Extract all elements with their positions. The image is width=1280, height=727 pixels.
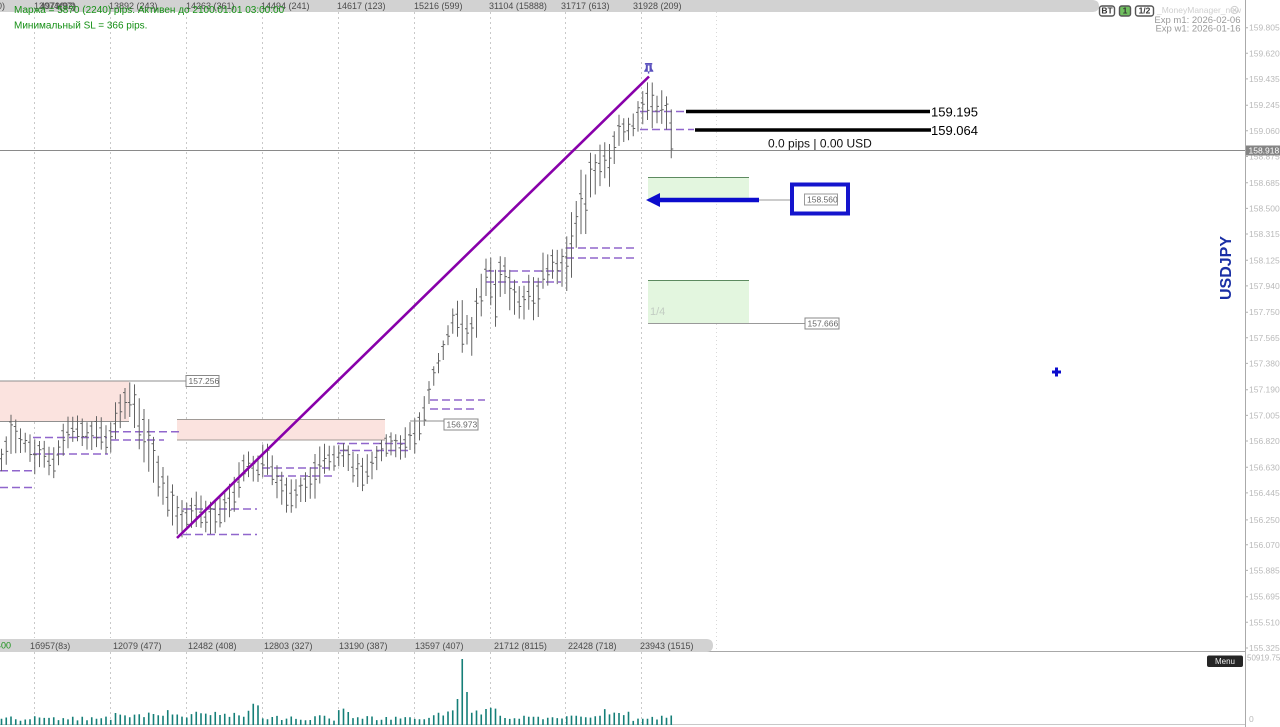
svg-text:157.256: 157.256 — [189, 376, 220, 386]
svg-text:156.250: 156.250 — [1249, 515, 1280, 525]
svg-text:Exp m1: 2026-02-06: Exp m1: 2026-02-06 — [1154, 15, 1240, 26]
svg-text:Exp w1: 2026-01-16: Exp w1: 2026-01-16 — [1155, 24, 1240, 35]
svg-text:12482 (408): 12482 (408) — [188, 641, 237, 651]
svg-text:1/4: 1/4 — [650, 306, 665, 318]
svg-text:156.070: 156.070 — [1249, 540, 1280, 550]
svg-text:157.666: 157.666 — [808, 319, 839, 329]
svg-text:156.630: 156.630 — [1249, 462, 1280, 472]
svg-text:0: 0 — [1249, 714, 1254, 724]
svg-text:31104 (15888): 31104 (15888) — [489, 1, 547, 11]
svg-text:159.245: 159.245 — [1249, 100, 1280, 110]
svg-text:22428 (718): 22428 (718) — [568, 641, 617, 651]
svg-text:157.565: 157.565 — [1249, 333, 1280, 343]
svg-text:157.190: 157.190 — [1249, 385, 1280, 395]
svg-text:158.560: 158.560 — [807, 195, 838, 205]
svg-text:12079 (477): 12079 (477) — [113, 641, 162, 651]
svg-text:14617 (123): 14617 (123) — [337, 1, 386, 11]
svg-text:155.695: 155.695 — [1249, 592, 1280, 602]
svg-text:23943 (1515): 23943 (1515) — [640, 641, 694, 651]
svg-text:155.325: 155.325 — [1249, 643, 1280, 653]
svg-text:158.875: 158.875 — [1249, 152, 1280, 162]
svg-text:Menu: Menu — [1215, 657, 1235, 666]
svg-text:13190 (387): 13190 (387) — [339, 641, 388, 651]
svg-text:400: 400 — [0, 641, 11, 651]
svg-text:4979(92): 4979(92) — [40, 1, 76, 11]
svg-text:156.973: 156.973 — [447, 420, 478, 430]
svg-text:159.805: 159.805 — [1249, 23, 1280, 33]
svg-text:156.820: 156.820 — [1249, 436, 1280, 446]
svg-text:14263 (361): 14263 (361) — [186, 1, 235, 11]
svg-text:158.500: 158.500 — [1249, 203, 1280, 213]
svg-text:12803 (327): 12803 (327) — [264, 641, 313, 651]
svg-text:1б957(8з): 1б957(8з) — [30, 641, 70, 651]
svg-text:157.005: 157.005 — [1249, 410, 1280, 420]
svg-text:21712 (8115): 21712 (8115) — [494, 641, 547, 651]
svg-text:BT: BT — [1101, 6, 1113, 16]
svg-text:157.380: 157.380 — [1249, 358, 1280, 368]
svg-text:USDJPY: USDJPY — [1218, 236, 1235, 300]
svg-text:31928 (209): 31928 (209) — [633, 1, 682, 11]
svg-text:158.685: 158.685 — [1249, 178, 1280, 188]
svg-text:158.125: 158.125 — [1249, 255, 1280, 265]
svg-text:0.0 pips | 0.00 USD: 0.0 pips | 0.00 USD — [768, 137, 872, 151]
svg-text:_MoneyManager_new: _MoneyManager_new — [1156, 5, 1242, 15]
svg-text:155.510: 155.510 — [1249, 617, 1280, 627]
svg-text:50919.75: 50919.75 — [1247, 654, 1280, 663]
svg-text:156.445: 156.445 — [1249, 488, 1280, 498]
svg-text:15216 (599): 15216 (599) — [414, 1, 463, 11]
svg-text:31717 (613): 31717 (613) — [561, 1, 610, 11]
svg-text:157.750: 157.750 — [1249, 307, 1280, 317]
svg-text:0): 0) — [0, 1, 5, 11]
svg-text:1/2: 1/2 — [1139, 6, 1151, 16]
svg-text:159.620: 159.620 — [1249, 48, 1280, 58]
svg-text:13892 (243): 13892 (243) — [109, 1, 158, 11]
svg-text:Минимальный SL = 366 pips.: Минимальный SL = 366 pips. — [14, 21, 147, 32]
svg-text:159.060: 159.060 — [1249, 126, 1280, 136]
svg-text:14494 (241): 14494 (241) — [261, 1, 310, 11]
svg-text:13597 (407): 13597 (407) — [415, 641, 464, 651]
svg-text:158.315: 158.315 — [1249, 229, 1280, 239]
svg-text:155.885: 155.885 — [1249, 565, 1280, 575]
svg-text:1: 1 — [1123, 6, 1128, 16]
svg-text:Маржа = 5870 (2240) pips. Акти: Маржа = 5870 (2240) pips. Активен до 210… — [14, 5, 285, 16]
svg-text:159.195: 159.195 — [931, 105, 978, 120]
svg-text:157.940: 157.940 — [1249, 281, 1280, 291]
svg-text:13074(97): 13074(97) — [34, 1, 75, 11]
svg-text:158.918: 158.918 — [1249, 145, 1280, 155]
svg-text:159.064: 159.064 — [931, 123, 978, 138]
svg-text:159.435: 159.435 — [1249, 74, 1280, 84]
